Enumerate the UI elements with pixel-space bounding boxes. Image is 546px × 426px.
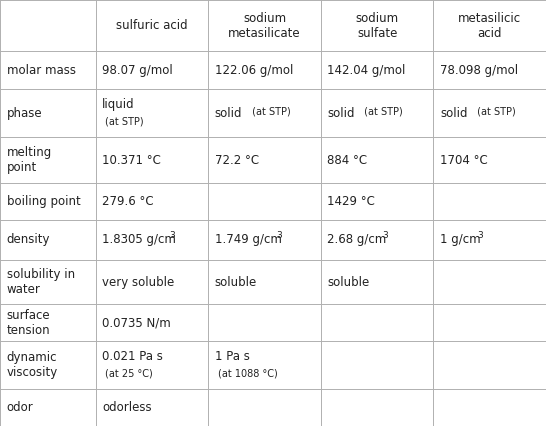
Text: odorless: odorless xyxy=(102,401,152,414)
Text: odor: odor xyxy=(7,401,33,414)
Text: sulfuric acid: sulfuric acid xyxy=(116,19,188,32)
Text: solid: solid xyxy=(215,107,242,120)
Text: 1.749 g/cm: 1.749 g/cm xyxy=(215,233,282,246)
Text: density: density xyxy=(7,233,50,246)
Text: sodium
metasilicate: sodium metasilicate xyxy=(228,12,301,40)
Text: 98.07 g/mol: 98.07 g/mol xyxy=(102,64,173,77)
Text: solubility in
water: solubility in water xyxy=(7,268,75,296)
Text: 279.6 °C: 279.6 °C xyxy=(102,195,154,208)
Text: dynamic
viscosity: dynamic viscosity xyxy=(7,351,58,379)
Text: 1.8305 g/cm: 1.8305 g/cm xyxy=(102,233,176,246)
Text: 3: 3 xyxy=(383,230,388,239)
Text: soluble: soluble xyxy=(215,276,257,289)
Text: metasilicic
acid: metasilicic acid xyxy=(458,12,521,40)
Text: boiling point: boiling point xyxy=(7,195,80,208)
Text: 1 g/cm: 1 g/cm xyxy=(440,233,480,246)
Text: (at STP): (at STP) xyxy=(361,106,403,116)
Text: surface
tension: surface tension xyxy=(7,309,50,337)
Text: liquid: liquid xyxy=(102,98,135,111)
Text: 3: 3 xyxy=(170,230,175,239)
Text: 884 °C: 884 °C xyxy=(328,153,367,167)
Text: 3: 3 xyxy=(276,230,282,239)
Text: (at STP): (at STP) xyxy=(248,106,290,116)
Text: 0.0735 N/m: 0.0735 N/m xyxy=(102,317,171,329)
Text: 122.06 g/mol: 122.06 g/mol xyxy=(215,64,293,77)
Text: 0.021 Pa s: 0.021 Pa s xyxy=(102,350,163,363)
Text: (at STP): (at STP) xyxy=(105,117,144,127)
Text: 1 Pa s: 1 Pa s xyxy=(215,350,250,363)
Text: (at 1088 °C): (at 1088 °C) xyxy=(218,369,278,379)
Text: 2.68 g/cm: 2.68 g/cm xyxy=(328,233,387,246)
Text: 10.371 °C: 10.371 °C xyxy=(102,153,161,167)
Text: molar mass: molar mass xyxy=(7,64,75,77)
Text: soluble: soluble xyxy=(328,276,370,289)
Text: 3: 3 xyxy=(477,230,483,239)
Text: very soluble: very soluble xyxy=(102,276,175,289)
Text: (at 25 °C): (at 25 °C) xyxy=(105,369,153,379)
Text: solid: solid xyxy=(328,107,355,120)
Text: sodium
sulfate: sodium sulfate xyxy=(355,12,399,40)
Text: 1429 °C: 1429 °C xyxy=(328,195,375,208)
Text: 78.098 g/mol: 78.098 g/mol xyxy=(440,64,518,77)
Text: phase: phase xyxy=(7,107,42,120)
Text: (at STP): (at STP) xyxy=(474,106,515,116)
Text: 1704 °C: 1704 °C xyxy=(440,153,488,167)
Text: solid: solid xyxy=(440,107,467,120)
Text: melting
point: melting point xyxy=(7,146,52,174)
Text: 72.2 °C: 72.2 °C xyxy=(215,153,259,167)
Text: 142.04 g/mol: 142.04 g/mol xyxy=(328,64,406,77)
